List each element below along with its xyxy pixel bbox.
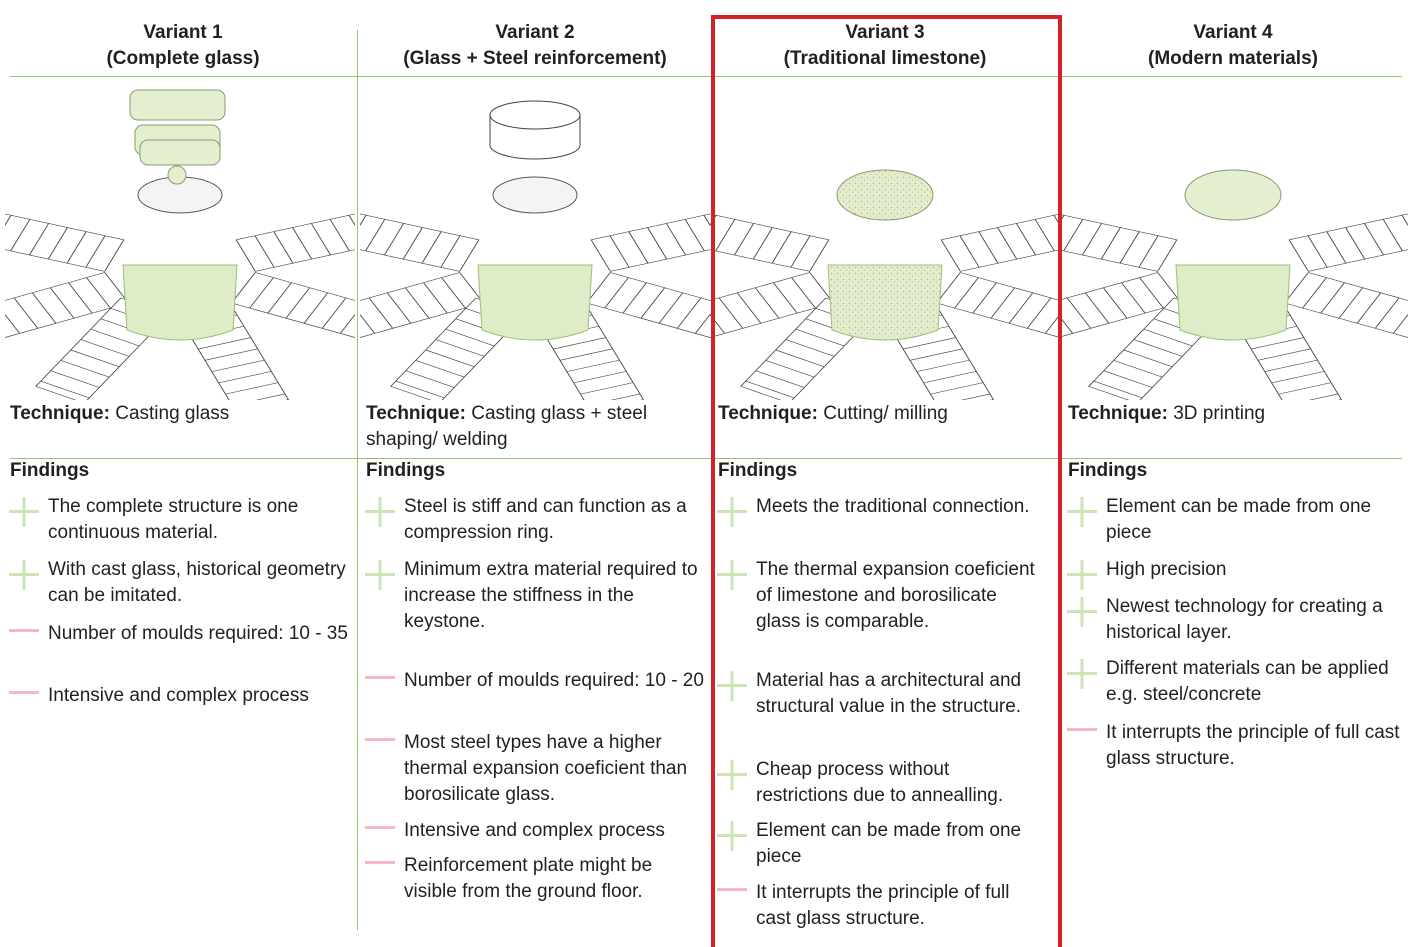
plus-icon	[717, 671, 747, 701]
finding: Cheap process without restrictions due t…	[756, 759, 1004, 806]
technique-label: Technique:	[718, 403, 818, 424]
finding: Meets the traditional connection.	[756, 496, 1030, 517]
variant-title: Variant 3	[845, 22, 925, 43]
plus-icon	[717, 760, 747, 790]
finding: Most steel types have a higher thermal e…	[404, 732, 688, 805]
minus-icon	[365, 826, 395, 829]
finding: Material has a architectural and structu…	[756, 670, 1022, 717]
divider	[10, 458, 1402, 459]
plus-icon	[1067, 560, 1097, 590]
technique-label: Technique:	[1068, 403, 1168, 424]
findings-heading: Findings	[366, 460, 446, 481]
variant-subtitle: (Traditional limestone)	[783, 48, 987, 69]
finding: Element can be made from one piece	[1106, 496, 1372, 543]
variant-image	[5, 89, 355, 400]
finding: Number of moulds required: 10 - 35	[48, 623, 348, 644]
variant-subtitle: (Glass + Steel reinforcement)	[403, 48, 667, 69]
variant-title: Variant 1	[143, 22, 223, 43]
finding: Steel is stiff and can function as a com…	[404, 496, 687, 543]
finding: It interrupts the principle of full cast…	[756, 882, 1010, 929]
finding: Intensive and complex process	[404, 820, 665, 841]
variant-header: Variant 1 (Complete glass)	[8, 20, 358, 72]
plus-icon	[717, 560, 747, 590]
minus-icon	[9, 629, 39, 632]
plus-icon	[365, 560, 395, 590]
variant-header: Variant 3 (Traditional limestone)	[710, 20, 1060, 72]
technique: Technique: Casting glass + steel shaping…	[366, 401, 711, 453]
minus-icon	[1067, 728, 1097, 731]
technique-label: Technique:	[366, 403, 466, 424]
finding: Reinforcement plate might be visible fro…	[404, 855, 653, 902]
minus-icon	[365, 861, 395, 864]
findings-heading: Findings	[1068, 460, 1148, 481]
finding: Element can be made from one piece	[756, 820, 1022, 867]
finding: Intensive and complex process	[48, 685, 309, 706]
finding: It interrupts the principle of full cast…	[1106, 722, 1400, 769]
technique-text: 3D printing	[1173, 403, 1266, 424]
divider	[357, 30, 358, 930]
plus-icon	[365, 497, 395, 527]
finding: Minimum extra material required to incre…	[404, 559, 698, 632]
finding: High precision	[1106, 559, 1227, 580]
findings-heading: Findings	[718, 460, 798, 481]
variant-image	[710, 169, 1060, 400]
technique-text: Casting glass	[115, 403, 230, 424]
minus-icon	[365, 676, 395, 679]
technique: Technique: Cutting/ milling	[718, 401, 1063, 427]
plus-icon	[717, 821, 747, 851]
plus-icon	[1067, 497, 1097, 527]
technique: Technique: 3D printing	[1068, 401, 1413, 427]
findings-heading: Findings	[10, 460, 90, 481]
technique-text: Casting glass + steel shaping/ welding	[366, 403, 648, 450]
finding: The thermal expansion coeficient of lime…	[756, 559, 1035, 632]
variant-header: Variant 2 (Glass + Steel reinforcement)	[360, 20, 710, 72]
plus-icon	[9, 497, 39, 527]
variant-header: Variant 4 (Modern materials)	[1058, 20, 1408, 72]
minus-icon	[717, 888, 747, 891]
finding: Number of moulds required: 10 - 20	[404, 670, 704, 691]
variant-subtitle: (Modern materials)	[1148, 48, 1318, 69]
variant-subtitle: (Complete glass)	[106, 48, 260, 69]
plus-icon	[9, 560, 39, 590]
minus-icon	[9, 691, 39, 694]
variant-image	[1058, 169, 1408, 400]
plus-icon	[717, 497, 747, 527]
finding: The complete structure is one continuous…	[48, 496, 299, 543]
variant-image	[360, 100, 710, 400]
technique-label: Technique:	[10, 403, 110, 424]
variant-title: Variant 4	[1193, 22, 1273, 43]
divider	[10, 76, 1402, 77]
highlight-frame	[711, 15, 1062, 947]
plus-icon	[1067, 597, 1097, 627]
minus-icon	[365, 738, 395, 741]
finding: Different materials can be applied e.g. …	[1106, 658, 1389, 705]
technique: Technique: Casting glass	[10, 401, 355, 427]
finding: Newest technology for creating a histori…	[1106, 596, 1383, 643]
finding: With cast glass, historical geometry can…	[48, 559, 346, 606]
variant-title: Variant 2	[495, 22, 575, 43]
plus-icon	[1067, 659, 1097, 689]
technique-text: Cutting/ milling	[823, 403, 948, 424]
